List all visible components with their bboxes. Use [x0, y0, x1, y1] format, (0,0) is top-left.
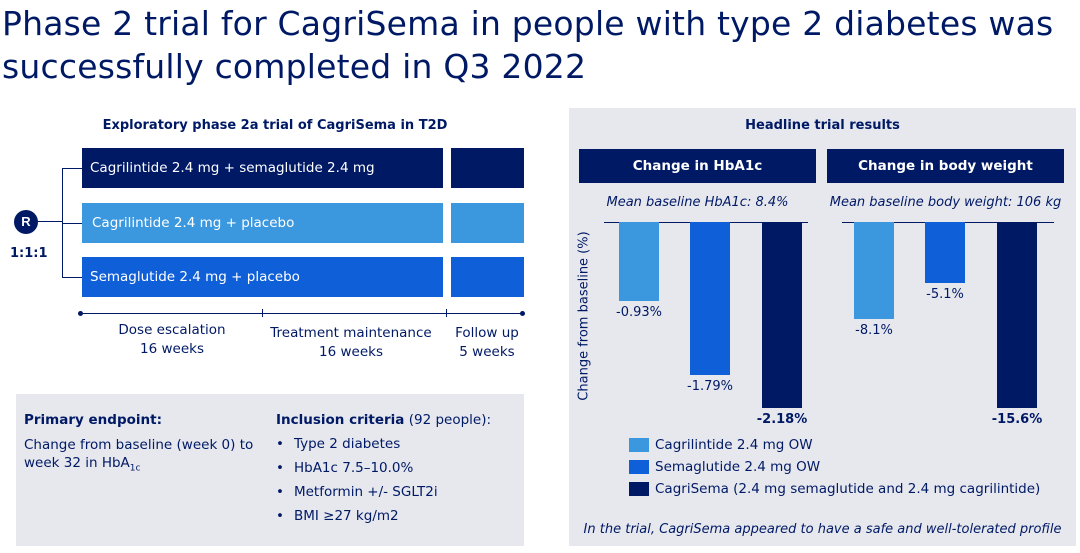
inclusion-list: Type 2 diabetes HbA1c 7.5–10.0% Metformi… [276, 432, 438, 528]
list-item: BMI ≥27 kg/m2 [276, 504, 438, 528]
safety-footnote: In the trial, CagriSema appeared to have… [583, 522, 1062, 537]
legend-swatch-cagrilintide [629, 438, 649, 452]
timeline-tick [446, 309, 447, 317]
legend-swatch-semaglutide [629, 460, 649, 474]
bar-value-label: -15.6% [991, 412, 1043, 427]
phase-maintenance: Treatment maintenance 16 weeks [270, 325, 432, 360]
timeline-dot [520, 311, 525, 316]
hba1c-baseline: Mean baseline HbA1c: 8.4% [606, 195, 789, 210]
bar-value-label: -2.18% [756, 412, 808, 427]
list-item: Metformin +/- SGLT2i [276, 480, 438, 504]
weight-header: Change in body weight [827, 149, 1064, 183]
timeline-axis [80, 313, 523, 314]
legend-label: Semaglutide 2.4 mg OW [655, 459, 821, 475]
timeline-tick [262, 309, 263, 317]
bar-value-label: -8.1% [855, 323, 893, 338]
legend-label: Cagrilintide 2.4 mg OW [655, 437, 813, 453]
list-item: Type 2 diabetes [276, 432, 438, 456]
hba1c-header: Change in HbA1c [579, 149, 816, 183]
bar [925, 222, 965, 283]
arm-followup-block [451, 257, 524, 297]
connector-line [62, 277, 82, 278]
arm-followup-block [451, 203, 524, 243]
arm-cagrilintide: Cagrilintide 2.4 mg + placebo [82, 203, 443, 243]
results-heading: Headline trial results [745, 118, 900, 133]
list-item: HbA1c 7.5–10.0% [276, 456, 438, 480]
randomisation-icon: R [14, 210, 38, 234]
arm-cagrisema: Cagrilintide 2.4 mg + semaglutide 2.4 mg [82, 148, 443, 188]
allocation-ratio: 1:1:1 [10, 246, 48, 261]
arm-followup-block [451, 148, 524, 188]
timeline-dot [78, 311, 83, 316]
arm-semaglutide: Semaglutide 2.4 mg + placebo [82, 257, 443, 297]
y-axis-label: Change from baseline (%) [576, 231, 592, 401]
bar [997, 222, 1037, 408]
endpoint-box: Primary endpoint: Change from baseline (… [16, 394, 524, 546]
primary-endpoint-text: Change from baseline (week 0) to week 32… [24, 437, 254, 474]
primary-endpoint-title: Primary endpoint: [24, 412, 162, 428]
page-title: Phase 2 trial for CagriSema in people wi… [2, 4, 1054, 86]
legend-label: CagriSema (2.4 mg semaglutide and 2.4 mg… [655, 481, 1041, 497]
phase-dose-escalation: Dose escalation 16 weeks [118, 322, 226, 357]
bar [690, 222, 730, 375]
legend-swatch-cagrisema [629, 482, 649, 496]
bar [762, 222, 802, 408]
bar-value-label: -5.1% [926, 287, 964, 302]
weight-baseline: Mean baseline body weight: 106 kg [829, 195, 1062, 210]
bar-value-label: -1.79% [687, 379, 733, 394]
inclusion-title: Inclusion criteria (92 people): [276, 412, 492, 428]
connector-line [62, 223, 82, 224]
phase-follow-up: Follow up 5 weeks [455, 325, 519, 360]
bar-value-label: -0.93% [616, 305, 662, 320]
connector-line [38, 221, 62, 222]
bar [854, 222, 894, 319]
bar [619, 222, 659, 301]
design-heading: Exploratory phase 2a trial of CagriSema … [102, 118, 448, 133]
connector-line [62, 168, 82, 169]
